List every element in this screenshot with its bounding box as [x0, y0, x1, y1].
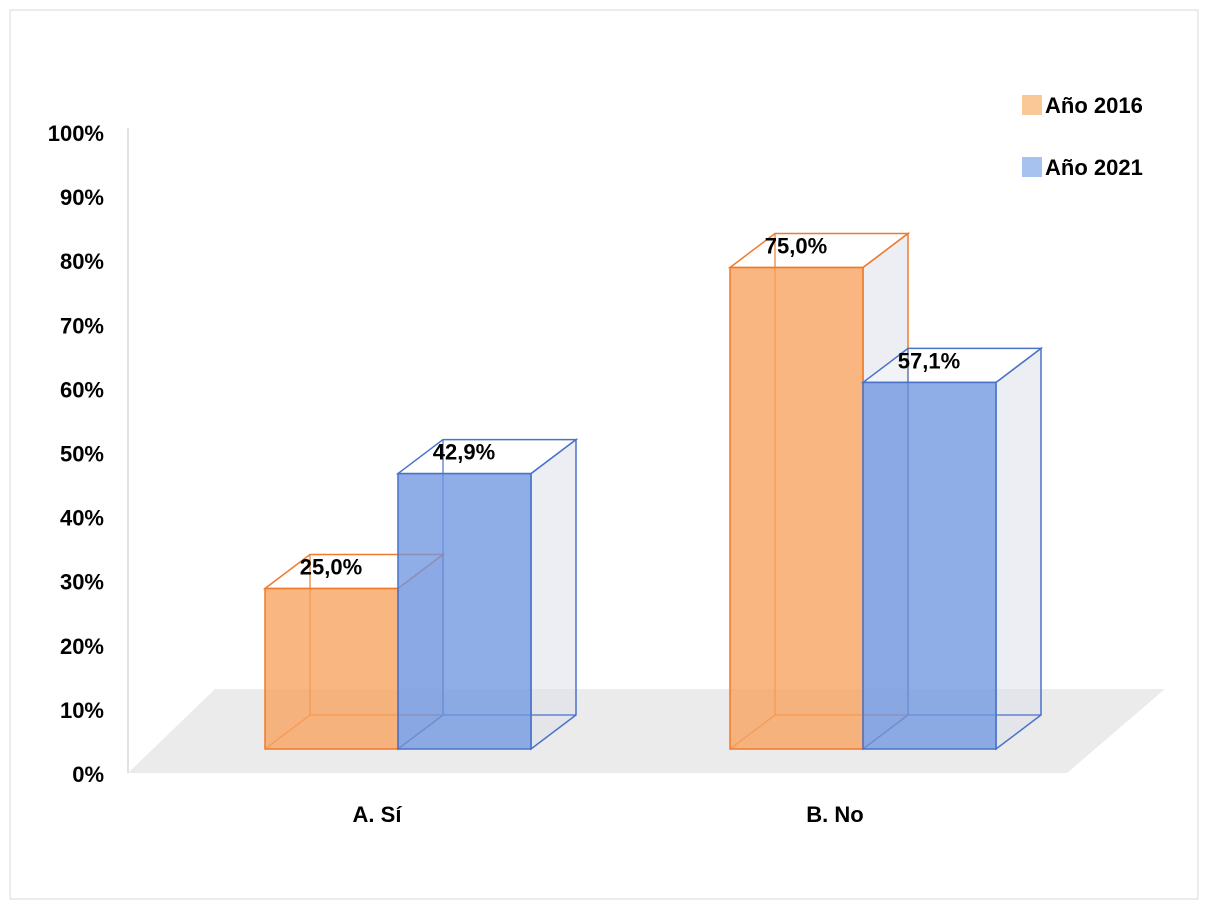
- y-tick-label: 90%: [60, 185, 104, 210]
- x-tick-label: B. No: [806, 802, 863, 827]
- y-tick-label: 20%: [60, 634, 104, 659]
- y-tick-label: 70%: [60, 313, 104, 338]
- data-label: 75,0%: [765, 234, 827, 259]
- bar-año-2021-1: [860, 346, 1044, 751]
- x-axis: A. Sí B. No: [353, 802, 864, 827]
- x-tick-label: A. Sí: [353, 802, 403, 827]
- legend: Año 2016 Año 2021: [1022, 93, 1143, 180]
- bar-front-face: [862, 381, 997, 750]
- data-label: 57,1%: [898, 348, 960, 373]
- data-label: 25,0%: [300, 555, 362, 580]
- bar-front-face: [729, 266, 864, 750]
- bar-front-face: [397, 472, 532, 750]
- legend-label: Año 2021: [1045, 155, 1143, 180]
- bars: [262, 231, 1044, 751]
- y-axis: 0% 10% 20% 30% 40% 50% 60% 70% 80% 90% 100%: [48, 121, 129, 787]
- legend-label: Año 2016: [1045, 93, 1143, 118]
- y-tick-label: 30%: [60, 570, 104, 595]
- y-tick-label: 100%: [48, 121, 104, 146]
- data-labels: 25,0% 42,9% 75,0% 57,1%: [300, 234, 960, 580]
- y-tick-label: 0%: [72, 762, 104, 787]
- bar-año-2021-0: [395, 438, 579, 751]
- y-tick-label: 60%: [60, 377, 104, 402]
- y-tick-label: 10%: [60, 698, 104, 723]
- bar-side-face: [530, 438, 577, 751]
- y-tick-label: 50%: [60, 442, 104, 467]
- bar-side-face: [995, 346, 1042, 751]
- legend-swatch: [1022, 157, 1042, 177]
- bar-front-face: [264, 587, 399, 750]
- data-label: 42,9%: [433, 440, 495, 465]
- y-tick-label: 80%: [60, 249, 104, 274]
- y-tick-label: 40%: [60, 506, 104, 531]
- legend-swatch: [1022, 95, 1042, 115]
